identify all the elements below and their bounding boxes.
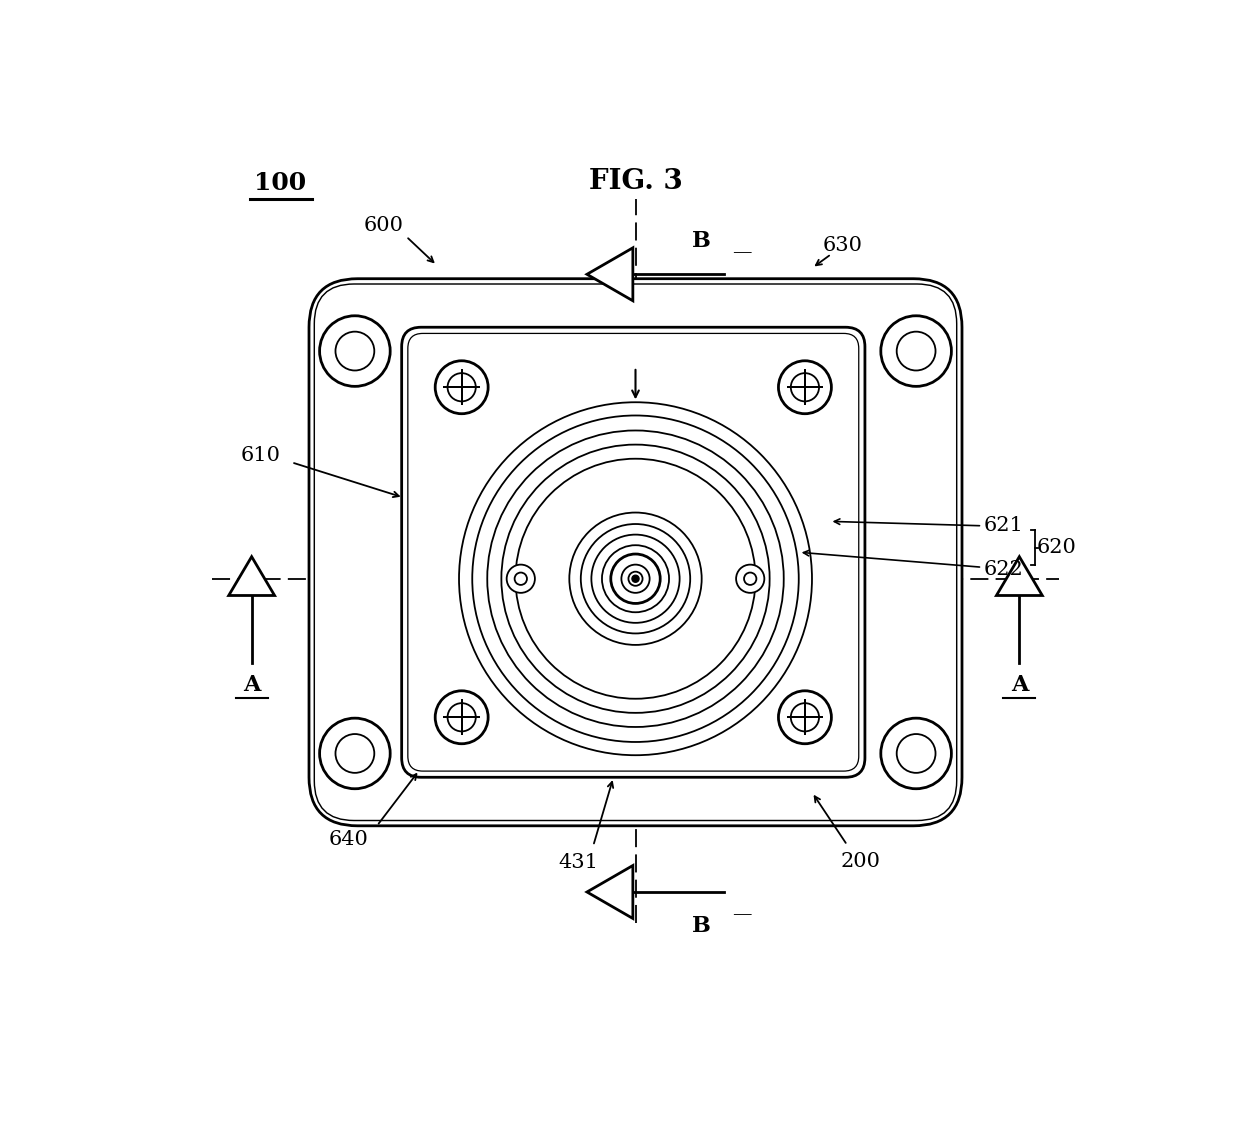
FancyBboxPatch shape: [309, 278, 962, 826]
Text: 600: 600: [365, 217, 404, 235]
Text: 200: 200: [841, 851, 880, 871]
Text: —: —: [733, 243, 753, 261]
Text: 620: 620: [1037, 539, 1076, 557]
Text: 621: 621: [985, 517, 1024, 535]
Text: FIG. 3: FIG. 3: [589, 168, 682, 196]
Text: B: B: [692, 915, 711, 936]
Circle shape: [507, 565, 534, 592]
Circle shape: [448, 704, 476, 731]
Circle shape: [779, 691, 831, 744]
Text: 640: 640: [329, 830, 368, 848]
Text: 431: 431: [558, 854, 598, 872]
Text: 622: 622: [985, 560, 1024, 580]
Circle shape: [632, 575, 639, 582]
Circle shape: [880, 719, 951, 788]
Circle shape: [320, 719, 391, 788]
Circle shape: [336, 735, 374, 772]
Circle shape: [515, 573, 527, 584]
Circle shape: [629, 572, 642, 586]
Text: A: A: [243, 674, 260, 696]
Circle shape: [621, 565, 650, 592]
Circle shape: [320, 316, 391, 386]
FancyBboxPatch shape: [402, 328, 866, 777]
Circle shape: [880, 316, 951, 386]
Polygon shape: [587, 248, 632, 300]
Circle shape: [435, 691, 489, 744]
Circle shape: [779, 361, 831, 414]
Text: —: —: [733, 905, 753, 923]
Circle shape: [336, 331, 374, 370]
Circle shape: [611, 554, 660, 604]
Polygon shape: [997, 557, 1043, 596]
Circle shape: [791, 704, 820, 731]
Text: B: B: [692, 229, 711, 252]
Polygon shape: [228, 557, 274, 596]
Text: 100: 100: [254, 171, 306, 195]
Polygon shape: [587, 865, 632, 918]
Circle shape: [897, 735, 935, 772]
Circle shape: [744, 573, 756, 584]
Circle shape: [897, 331, 935, 370]
Text: 610: 610: [241, 446, 280, 464]
Circle shape: [448, 374, 476, 401]
Circle shape: [435, 361, 489, 414]
Circle shape: [791, 374, 820, 401]
Text: A: A: [1011, 674, 1028, 696]
Text: 630: 630: [823, 236, 863, 254]
Circle shape: [737, 565, 764, 592]
